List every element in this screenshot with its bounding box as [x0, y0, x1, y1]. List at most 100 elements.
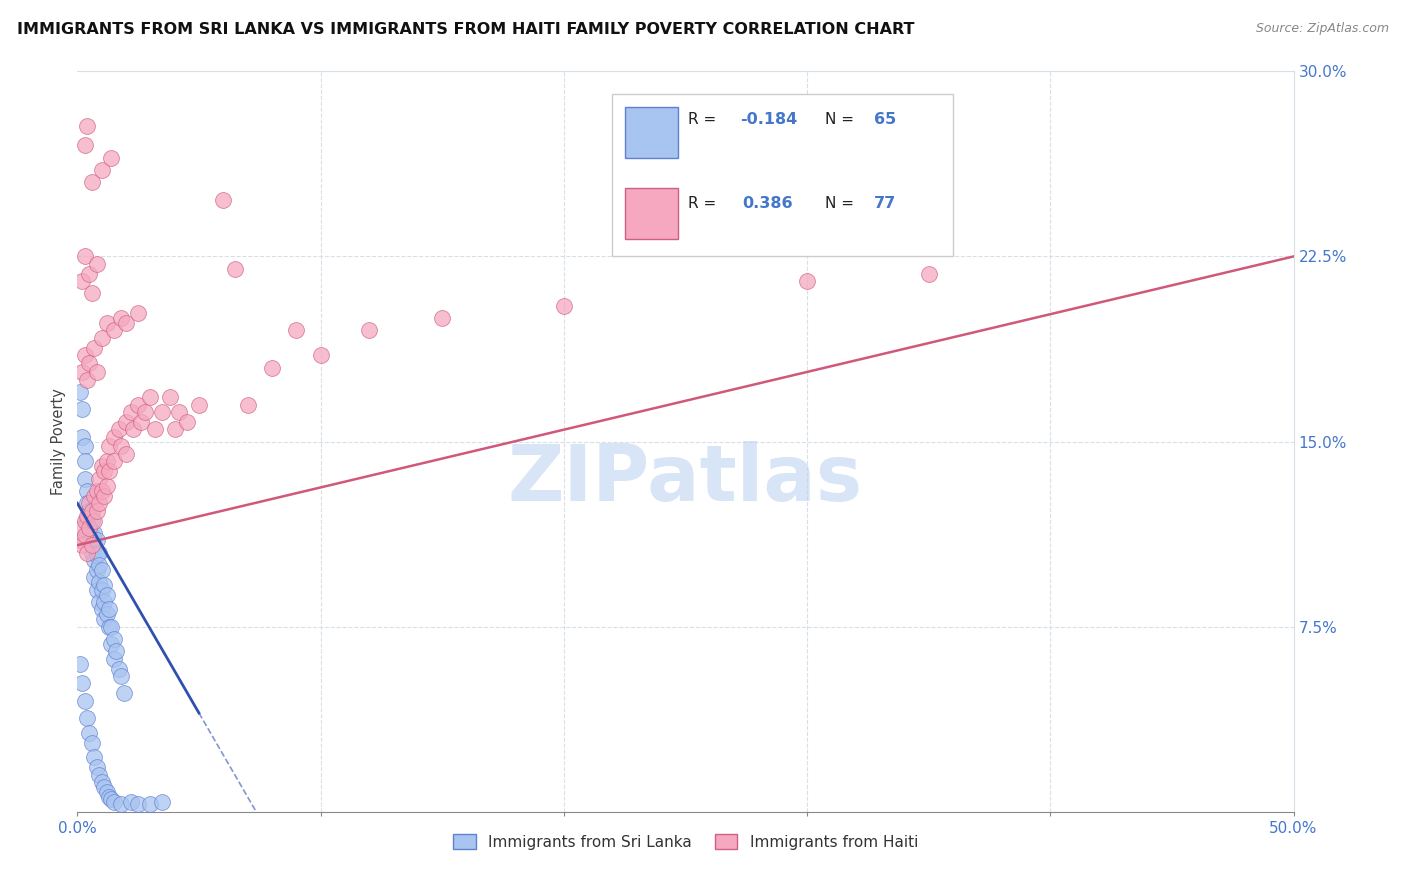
Point	[69, 657, 91, 671]
FancyBboxPatch shape	[624, 107, 678, 158]
Point	[93, 612, 115, 626]
Point	[89, 471, 111, 485]
Point	[97, 602, 120, 616]
Point	[110, 311, 132, 326]
Point	[90, 331, 112, 345]
Point	[80, 538, 103, 552]
Point	[76, 711, 98, 725]
Point	[176, 415, 198, 429]
Point	[83, 750, 105, 764]
Point	[83, 570, 105, 584]
Point	[86, 533, 108, 548]
Point	[79, 533, 101, 548]
Point	[110, 440, 132, 454]
Point	[76, 373, 98, 387]
Point	[90, 459, 112, 474]
Point	[236, 398, 259, 412]
Text: N =: N =	[825, 112, 859, 127]
Point	[96, 454, 118, 468]
Point	[80, 503, 103, 517]
Point	[107, 662, 129, 676]
Point	[115, 415, 138, 429]
Point	[73, 694, 96, 708]
Point	[70, 402, 93, 417]
Point	[73, 514, 96, 528]
Point	[139, 797, 162, 812]
Point	[80, 175, 103, 190]
Point	[89, 558, 111, 572]
Point	[70, 274, 93, 288]
Point	[122, 422, 145, 436]
Point	[79, 521, 101, 535]
Text: R =: R =	[688, 195, 721, 211]
Point	[103, 632, 125, 646]
Point	[90, 163, 112, 178]
Point	[90, 483, 112, 498]
Text: 0.386: 0.386	[742, 195, 793, 211]
Point	[430, 311, 453, 326]
Point	[93, 489, 115, 503]
Point	[152, 405, 174, 419]
Point	[103, 429, 125, 443]
Point	[86, 366, 108, 380]
Point	[110, 797, 132, 812]
Point	[97, 440, 120, 454]
Point	[110, 669, 132, 683]
Point	[69, 385, 91, 400]
Point	[120, 405, 142, 419]
Point	[73, 440, 96, 454]
Point	[285, 324, 308, 338]
Point	[89, 575, 111, 590]
Point	[73, 249, 96, 264]
Point	[79, 503, 101, 517]
Point	[89, 595, 111, 609]
Legend: Immigrants from Sri Lanka, Immigrants from Haiti: Immigrants from Sri Lanka, Immigrants fr…	[447, 828, 924, 856]
Point	[90, 582, 112, 597]
Point	[100, 637, 122, 651]
Point	[169, 405, 191, 419]
Point	[152, 795, 174, 809]
FancyBboxPatch shape	[613, 94, 953, 257]
Point	[79, 267, 101, 281]
Point	[93, 780, 115, 794]
Point	[103, 454, 125, 468]
Point	[188, 398, 211, 412]
Point	[69, 533, 91, 548]
Point	[73, 528, 96, 542]
Point	[96, 607, 118, 622]
Point	[80, 736, 103, 750]
Point	[260, 360, 283, 375]
Point	[96, 785, 118, 799]
Text: IMMIGRANTS FROM SRI LANKA VS IMMIGRANTS FROM HAITI FAMILY POVERTY CORRELATION CH: IMMIGRANTS FROM SRI LANKA VS IMMIGRANTS …	[17, 22, 914, 37]
Point	[163, 422, 186, 436]
Point	[76, 119, 98, 133]
Point	[79, 725, 101, 739]
Point	[93, 595, 115, 609]
Point	[70, 521, 93, 535]
Point	[100, 619, 122, 633]
Point	[76, 508, 98, 523]
Point	[79, 496, 101, 510]
Point	[127, 797, 149, 812]
Point	[73, 138, 96, 153]
Point	[309, 348, 332, 362]
Point	[918, 267, 941, 281]
Point	[159, 390, 181, 404]
Point	[115, 316, 138, 330]
Point	[86, 483, 108, 498]
Point	[70, 366, 93, 380]
Point	[73, 454, 96, 468]
Point	[76, 514, 98, 528]
Point	[103, 795, 125, 809]
Point	[796, 274, 818, 288]
Text: 65: 65	[875, 112, 896, 127]
Point	[90, 602, 112, 616]
Point	[100, 792, 122, 806]
Point	[73, 348, 96, 362]
Point	[129, 415, 152, 429]
Point	[97, 619, 120, 633]
Point	[89, 767, 111, 781]
Point	[115, 447, 138, 461]
Text: -0.184: -0.184	[740, 112, 797, 127]
Text: R =: R =	[688, 112, 721, 127]
